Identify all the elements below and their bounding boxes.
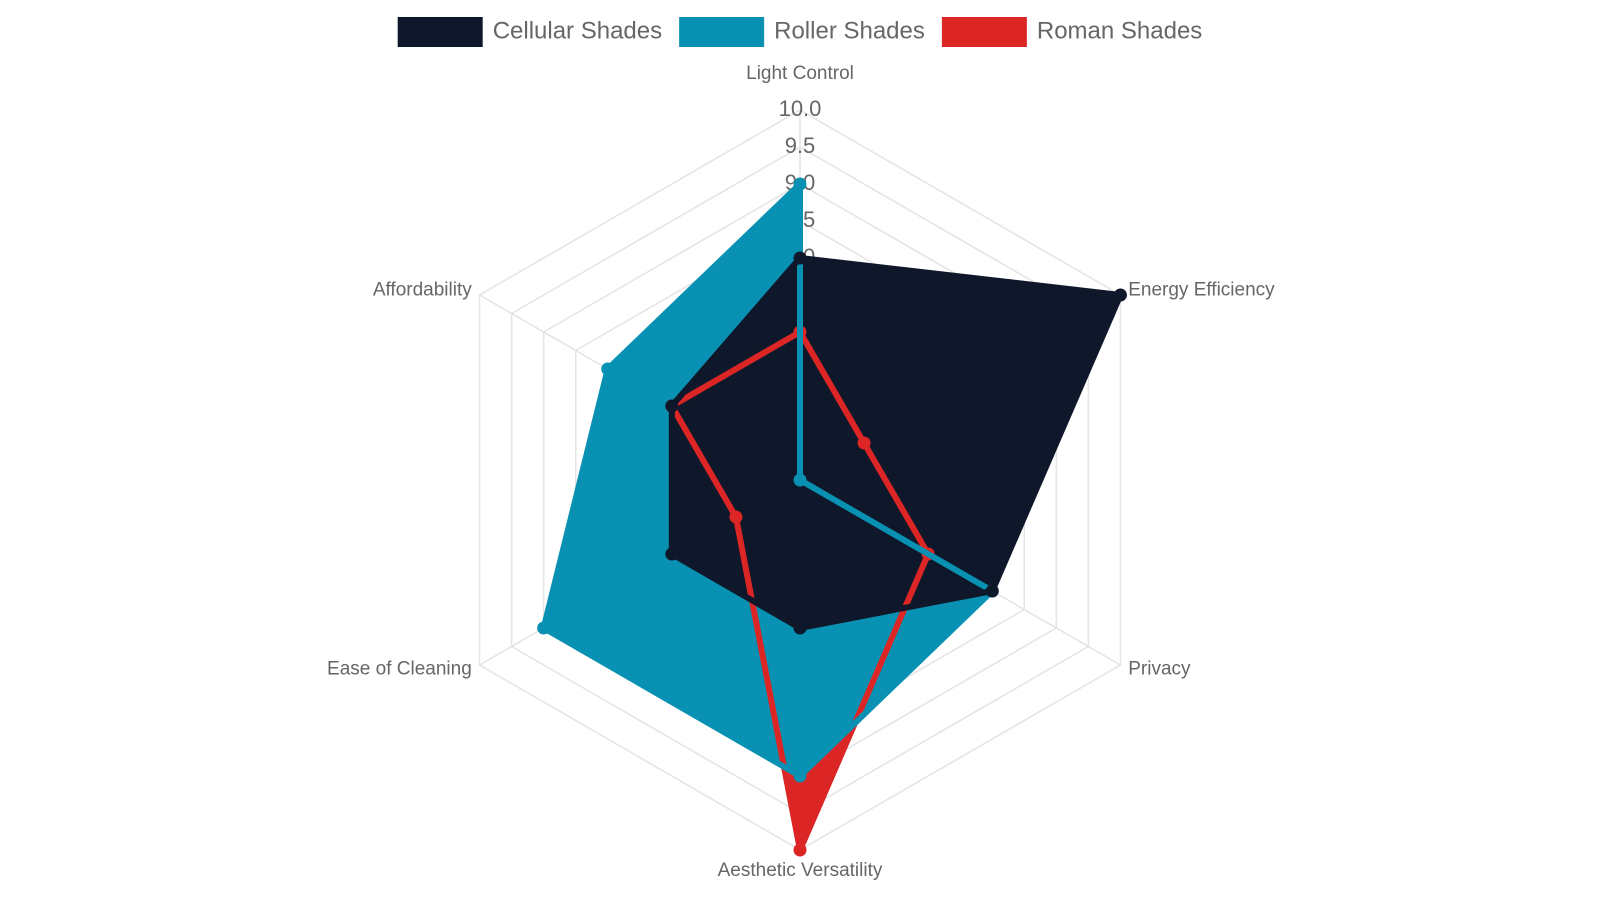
legend-swatch [397, 17, 483, 47]
legend-item: Roman Shades [941, 17, 1202, 47]
axis-label: Ease of Cleaning [327, 659, 472, 680]
data-point [729, 510, 743, 524]
legend: Cellular Shades Roller Shades Roman Shades [397, 17, 1202, 47]
legend-label: Roller Shades [774, 17, 925, 44]
data-point [537, 621, 551, 635]
legend-item: Roller Shades [679, 17, 925, 47]
r-tick-label: 10.0 [779, 96, 822, 121]
data-point [985, 584, 999, 598]
axis-label: Light Control [746, 63, 854, 84]
data-point [857, 436, 871, 450]
data-point [793, 621, 807, 635]
series-area [671, 258, 1121, 628]
axis-label: Affordability [373, 280, 472, 301]
data-point [793, 251, 807, 265]
legend-label: Roman Shades [1037, 17, 1202, 44]
legend-swatch [941, 17, 1027, 47]
data-point [793, 769, 807, 783]
data-point [793, 177, 807, 191]
data-point [793, 473, 807, 487]
data-point [601, 362, 615, 376]
data-point [665, 547, 679, 561]
axis-label: Privacy [1128, 659, 1191, 680]
data-point [1113, 288, 1127, 302]
data-point [793, 843, 807, 857]
data-point [665, 399, 679, 413]
legend-item: Cellular Shades [397, 17, 662, 47]
axis-label: Aesthetic Versatility [718, 860, 883, 881]
legend-label: Cellular Shades [493, 17, 662, 44]
legend-swatch [679, 17, 765, 47]
axis-label: Energy Efficiency [1128, 280, 1275, 301]
r-tick-label: 9.5 [785, 133, 816, 158]
